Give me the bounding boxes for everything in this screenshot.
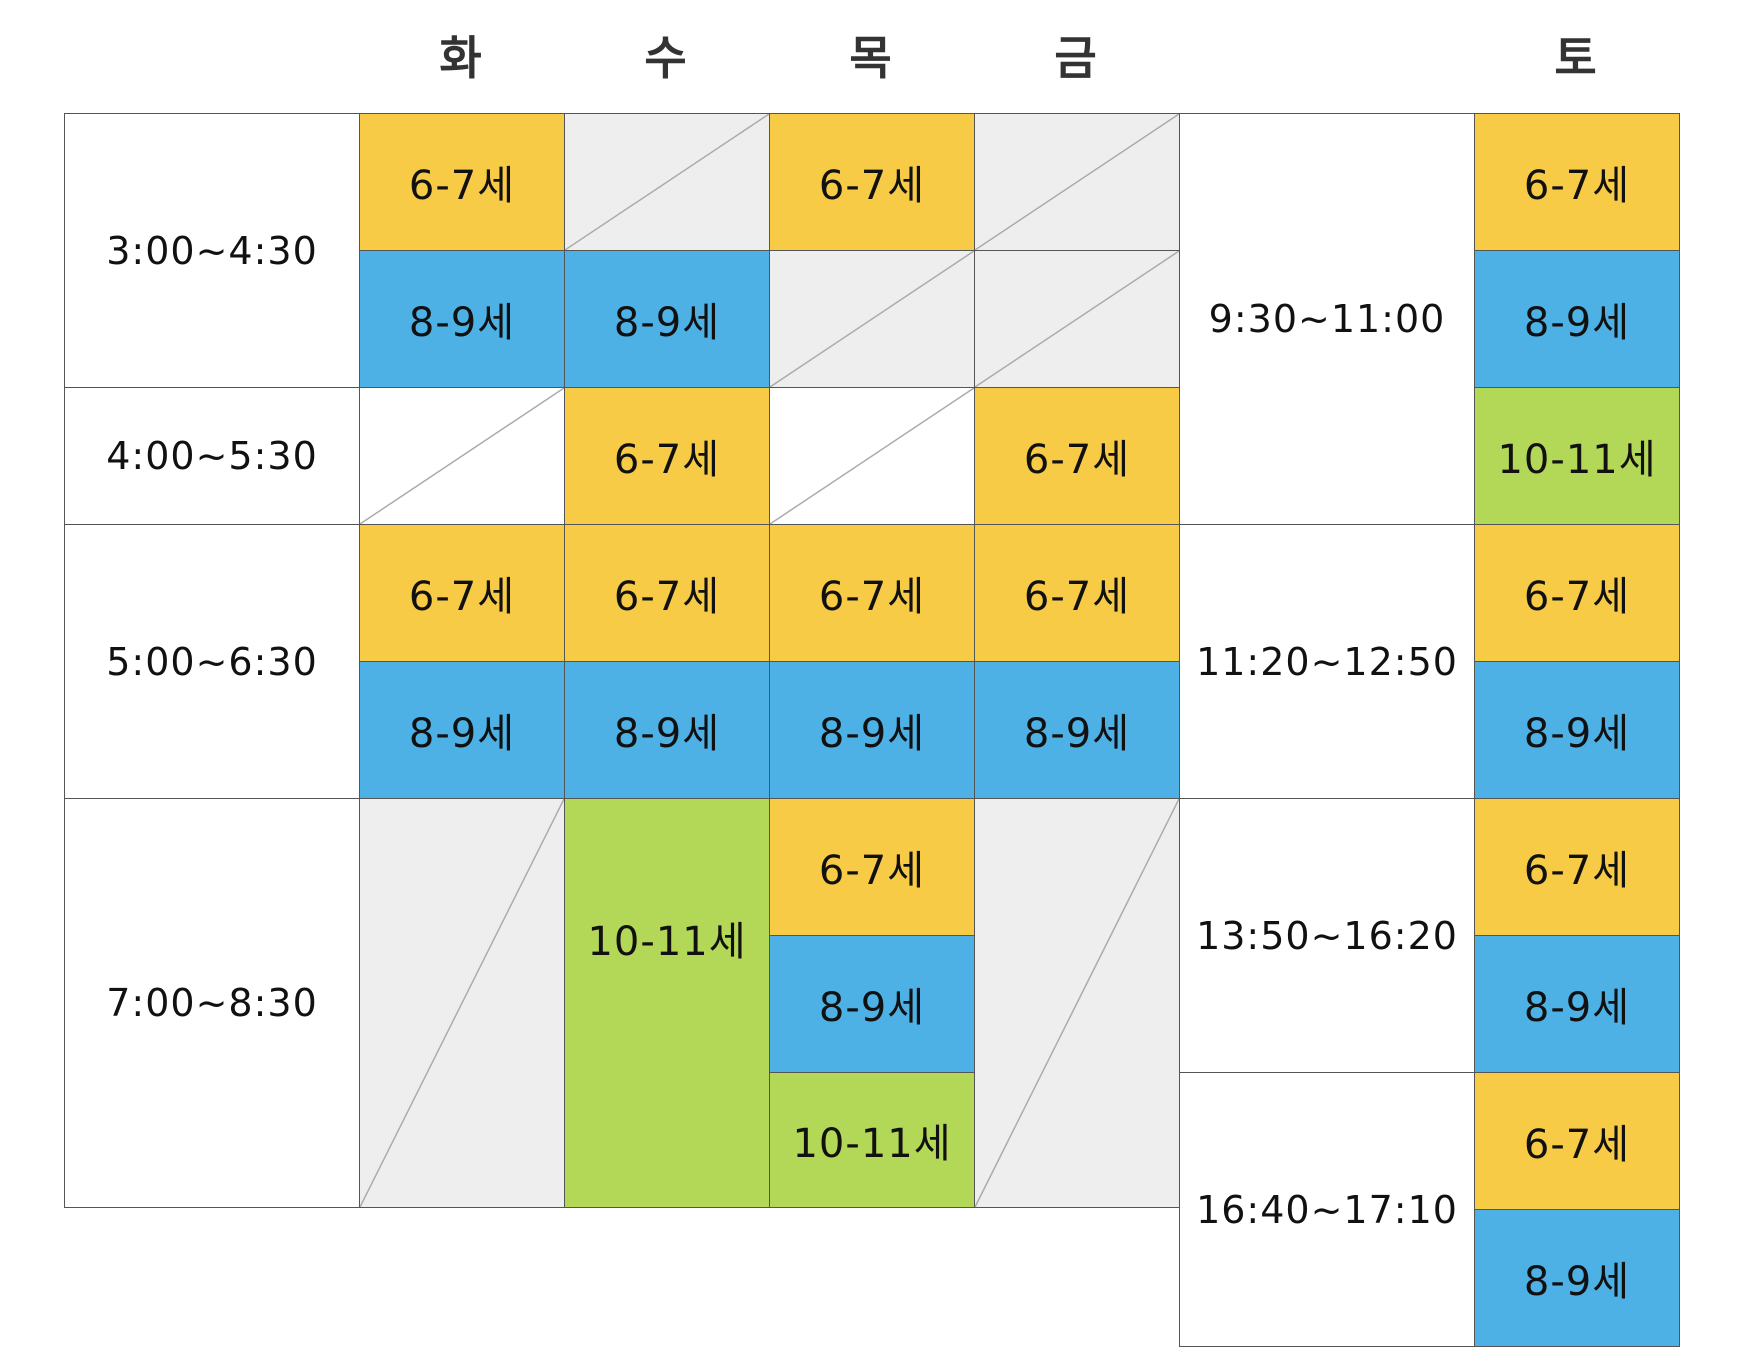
empty-cell-thu-3 (769, 387, 975, 525)
class-cell-sat-6: 6-7세 (1474, 798, 1680, 936)
class-cell-tue-4: 6-7세 (359, 524, 565, 662)
class-cell-sat-7: 8-9세 (1474, 935, 1680, 1073)
class-cell-tue-5: 8-9세 (359, 661, 565, 799)
class-cell-sat-2: 8-9세 (1474, 250, 1680, 388)
day-header-sat: 토 (1554, 31, 1597, 85)
empty-cell-fri-6 (974, 798, 1180, 1208)
class-cell-sat-4: 6-7세 (1474, 524, 1680, 662)
day-header-fri: 금 (1054, 31, 1097, 85)
class-cell-sat-1: 6-7세 (1474, 113, 1680, 251)
time-slot-2: 4:00~5:30 (64, 387, 360, 525)
class-cell-thu-7: 8-9세 (769, 935, 975, 1073)
class-cell-sat-8: 6-7세 (1474, 1072, 1680, 1210)
class-cell-wed-5: 8-9세 (564, 661, 770, 799)
saturday-time-slot-4: 16:40~17:10 (1179, 1072, 1475, 1347)
empty-cell-tue-6 (359, 798, 565, 1208)
class-cell-fri-4: 6-7세 (974, 524, 1180, 662)
day-header-wed: 수 (644, 31, 687, 85)
class-cell-thu-1: 6-7세 (769, 113, 975, 251)
class-cell-sat-3: 10-11세 (1474, 387, 1680, 525)
saturday-time-slot-3: 13:50~16:20 (1179, 798, 1475, 1073)
class-cell-wed-2: 8-9세 (564, 250, 770, 388)
empty-cell-fri-1 (974, 113, 1180, 251)
empty-cell-fri-2 (974, 250, 1180, 388)
class-cell-wed-3: 6-7세 (564, 387, 770, 525)
saturday-time-slot-2: 11:20~12:50 (1179, 524, 1475, 799)
class-cell-fri-3: 6-7세 (974, 387, 1180, 525)
class-cell-thu-4: 6-7세 (769, 524, 975, 662)
time-slot-1: 3:00~4:30 (64, 113, 360, 388)
empty-cell-thu-2 (769, 250, 975, 388)
class-cell-sat-9: 8-9세 (1474, 1209, 1680, 1347)
class-cell-tue-2: 8-9세 (359, 250, 565, 388)
class-cell-sat-5: 8-9세 (1474, 661, 1680, 799)
day-header-tue: 화 (439, 31, 482, 85)
class-cell-thu-8: 10-11세 (769, 1072, 975, 1208)
class-cell-fri-5: 8-9세 (974, 661, 1180, 799)
class-cell-wed-4: 6-7세 (564, 524, 770, 662)
empty-cell-tue-3 (359, 387, 565, 525)
class-cell-tue-1: 6-7세 (359, 113, 565, 251)
time-slot-4: 7:00~8:30 (64, 798, 360, 1208)
day-header-thu: 목 (849, 31, 892, 85)
class-cell-thu-6: 6-7세 (769, 798, 975, 936)
time-slot-3: 5:00~6:30 (64, 524, 360, 799)
saturday-time-slot-1: 9:30~11:00 (1179, 113, 1475, 525)
class-cell-wed-6: 10-11세 (564, 798, 770, 1208)
class-cell-thu-5: 8-9세 (769, 661, 975, 799)
empty-cell-wed-1 (564, 113, 770, 251)
